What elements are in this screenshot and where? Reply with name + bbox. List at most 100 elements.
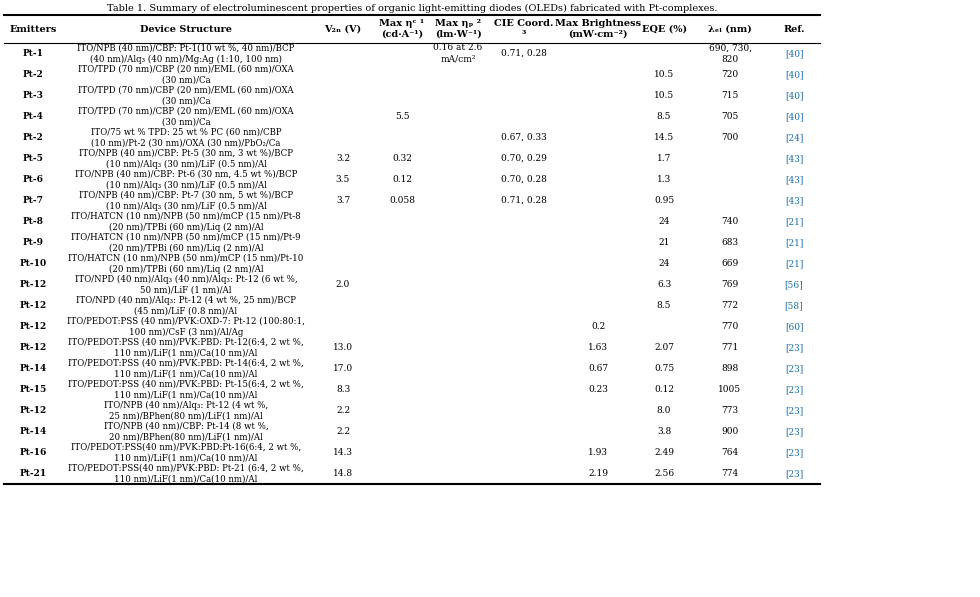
Text: ITO/PEDOT:PSS (40 nm)/PVK:OXD-7: Pt-12 (100:80:1,
100 nm)/CsF (3 nm)/Al/Ag: ITO/PEDOT:PSS (40 nm)/PVK:OXD-7: Pt-12 (… [67,316,305,337]
Text: Pt-12: Pt-12 [20,322,47,331]
Text: 10.5: 10.5 [654,91,674,100]
Text: 3.7: 3.7 [336,196,350,205]
Text: Pt-14: Pt-14 [20,427,47,436]
Text: 0.67: 0.67 [588,364,608,373]
Text: Pt-3: Pt-3 [23,91,43,100]
Text: 0.70, 0.28: 0.70, 0.28 [501,175,547,184]
Text: Pt-21: Pt-21 [20,469,47,478]
Text: ITO/PEDOT:PSS (40 nm)/PVK:PBD: Pt-15(6:4, 2 wt %,
110 nm)/LiF(1 nm)/Ca(10 nm)/Al: ITO/PEDOT:PSS (40 nm)/PVK:PBD: Pt-15(6:4… [69,380,304,399]
Text: 1005: 1005 [718,385,742,394]
Text: 0.95: 0.95 [654,196,674,205]
Text: 0.23: 0.23 [588,385,608,394]
Text: 13.0: 13.0 [333,343,353,352]
Text: 669: 669 [721,259,739,268]
Text: Max Brightness
(mW·cm⁻²): Max Brightness (mW·cm⁻²) [555,19,641,39]
Text: 0.71, 0.28: 0.71, 0.28 [501,196,547,205]
Text: 0.75: 0.75 [654,364,674,373]
Text: [21]: [21] [785,217,804,226]
Text: Pt-6: Pt-6 [23,175,43,184]
Text: Pt-12: Pt-12 [20,280,47,289]
Text: Pt-5: Pt-5 [23,154,43,163]
Text: 0.71, 0.28: 0.71, 0.28 [501,49,547,58]
Text: ITO/PEDOT:PSS(40 nm)/PVK:PBD:Pt-16(6:4, 2 wt %,
110 nm)/LiF(1 nm)/Ca(10 nm)/Al: ITO/PEDOT:PSS(40 nm)/PVK:PBD:Pt-16(6:4, … [71,442,301,463]
Text: [43]: [43] [785,175,804,184]
Text: 690, 730,
820: 690, 730, 820 [709,44,752,63]
Text: 0.058: 0.058 [389,196,415,205]
Text: Emitters: Emitters [10,24,57,33]
Text: 5.5: 5.5 [395,112,410,121]
Text: 6.3: 6.3 [657,280,671,289]
Text: ITO/NPD (40 nm)/Alq₃ (40 nm)/Alq₃: Pt-12 (6 wt %,
50 nm)/LiF (1 nm)/Al: ITO/NPD (40 nm)/Alq₃ (40 nm)/Alq₃: Pt-12… [74,275,297,294]
Text: Pt-9: Pt-9 [23,238,43,247]
Text: [40]: [40] [785,49,804,58]
Text: 740: 740 [721,217,739,226]
Text: 14.8: 14.8 [333,469,353,478]
Text: 769: 769 [721,280,739,289]
Text: 21: 21 [659,238,669,247]
Text: 8.5: 8.5 [657,112,671,121]
Text: λₑₗ (nm): λₑₗ (nm) [709,24,752,33]
Text: ITO/NPB (40 nm)/CBP: Pt-5 (30 nm, 3 wt %)/BCP
(10 nm)/Alq₃ (30 nm)/LiF (0.5 nm)/: ITO/NPB (40 nm)/CBP: Pt-5 (30 nm, 3 wt %… [79,149,293,168]
Text: 1.3: 1.3 [657,175,671,184]
Text: [40]: [40] [785,70,804,79]
Text: ITO/TPD (70 nm)/CBP (20 nm)/EML (60 nm)/OXA
(30 nm)/Ca: ITO/TPD (70 nm)/CBP (20 nm)/EML (60 nm)/… [78,85,294,106]
Text: 705: 705 [721,112,739,121]
Text: Pt-7: Pt-7 [23,196,43,205]
Text: [40]: [40] [785,91,804,100]
Text: 3.2: 3.2 [336,154,350,163]
Text: Pt-12: Pt-12 [20,301,47,310]
Text: 8.3: 8.3 [336,385,350,394]
Text: 14.3: 14.3 [333,448,353,457]
Text: [23]: [23] [785,364,804,373]
Text: Max ηₚ ²
(lm·W⁻¹): Max ηₚ ² (lm·W⁻¹) [434,19,481,39]
Text: 683: 683 [721,238,739,247]
Text: 24: 24 [659,259,669,268]
Text: 8.0: 8.0 [657,406,671,415]
Text: ITO/TPD (70 nm)/CBP (20 nm)/EML (60 nm)/OXA
(30 nm)/Ca: ITO/TPD (70 nm)/CBP (20 nm)/EML (60 nm)/… [78,106,294,127]
Text: Table 1. Summary of electroluminescent properties of organic light-emitting diod: Table 1. Summary of electroluminescent p… [107,4,717,13]
Text: ITO/NPB (40 nm)/Alq₃: Pt-12 (4 wt %,
25 nm)/BPhen(80 nm)/LiF(1 nm)/Al: ITO/NPB (40 nm)/Alq₃: Pt-12 (4 wt %, 25 … [104,401,269,421]
Text: 1.93: 1.93 [588,448,608,457]
Text: 715: 715 [721,91,739,100]
Text: [23]: [23] [785,385,804,394]
Text: Pt-1: Pt-1 [23,49,43,58]
Text: 774: 774 [721,469,739,478]
Text: 2.07: 2.07 [654,343,674,352]
Text: 2.0: 2.0 [336,280,350,289]
Text: 772: 772 [721,301,739,310]
Text: 8.5: 8.5 [657,301,671,310]
Text: 3.5: 3.5 [336,175,350,184]
Text: 898: 898 [721,364,739,373]
Text: [58]: [58] [785,301,804,310]
Text: [23]: [23] [785,469,804,478]
Text: 0.2: 0.2 [591,322,605,331]
Text: Pt-16: Pt-16 [20,448,47,457]
Text: Max ηᶜ ¹
(cd·A⁻¹): Max ηᶜ ¹ (cd·A⁻¹) [379,19,424,39]
Text: 0.67, 0.33: 0.67, 0.33 [501,133,547,142]
Text: ITO/TPD (70 nm)/CBP (20 nm)/EML (60 nm)/OXA
(30 nm)/Ca: ITO/TPD (70 nm)/CBP (20 nm)/EML (60 nm)/… [78,64,294,85]
Text: 0.12: 0.12 [654,385,674,394]
Text: [23]: [23] [785,448,804,457]
Text: 0.70, 0.29: 0.70, 0.29 [501,154,547,163]
Text: ITO/NPD (40 nm)/Alq₃: Pt-12 (4 wt %, 25 nm)/BCP
(45 nm)/LiF (0.8 nm)/Al: ITO/NPD (40 nm)/Alq₃: Pt-12 (4 wt %, 25 … [76,296,296,316]
Text: 900: 900 [721,427,739,436]
Text: [56]: [56] [785,280,804,289]
Text: Pt-15: Pt-15 [20,385,47,394]
Text: ITO/HATCN (10 nm)/NPB (50 nm)/mCP (15 nm)/Pt-9
(20 nm)/TPBi (60 nm)/Liq (2 nm)/A: ITO/HATCN (10 nm)/NPB (50 nm)/mCP (15 nm… [72,232,301,253]
Text: 1.63: 1.63 [588,343,608,352]
Text: [60]: [60] [785,322,804,331]
Text: V₂ₙ (V): V₂ₙ (V) [324,24,362,33]
Text: ITO/HATCN (10 nm)/NPB (50 nm)/mCP (15 nm)/Pt-10
(20 nm)/TPBi (60 nm)/Liq (2 nm)/: ITO/HATCN (10 nm)/NPB (50 nm)/mCP (15 nm… [69,253,304,273]
Text: Device Structure: Device Structure [140,24,232,33]
Text: [43]: [43] [785,154,804,163]
Text: Ref.: Ref. [783,24,805,33]
Text: ITO/NPB (40 nm)/CBP: Pt-7 (30 nm, 5 wt %)/BCP
(10 nm)/Alq₃ (30 nm)/LiF (0.5 nm)/: ITO/NPB (40 nm)/CBP: Pt-7 (30 nm, 5 wt %… [79,190,293,211]
Text: 720: 720 [721,70,739,79]
Text: Pt-10: Pt-10 [20,259,47,268]
Text: 3.8: 3.8 [657,427,671,436]
Text: [40]: [40] [785,112,804,121]
Text: Pt-4: Pt-4 [23,112,43,121]
Text: Pt-8: Pt-8 [23,217,43,226]
Text: CIE Coord.
³: CIE Coord. ³ [494,19,554,39]
Text: [21]: [21] [785,259,804,268]
